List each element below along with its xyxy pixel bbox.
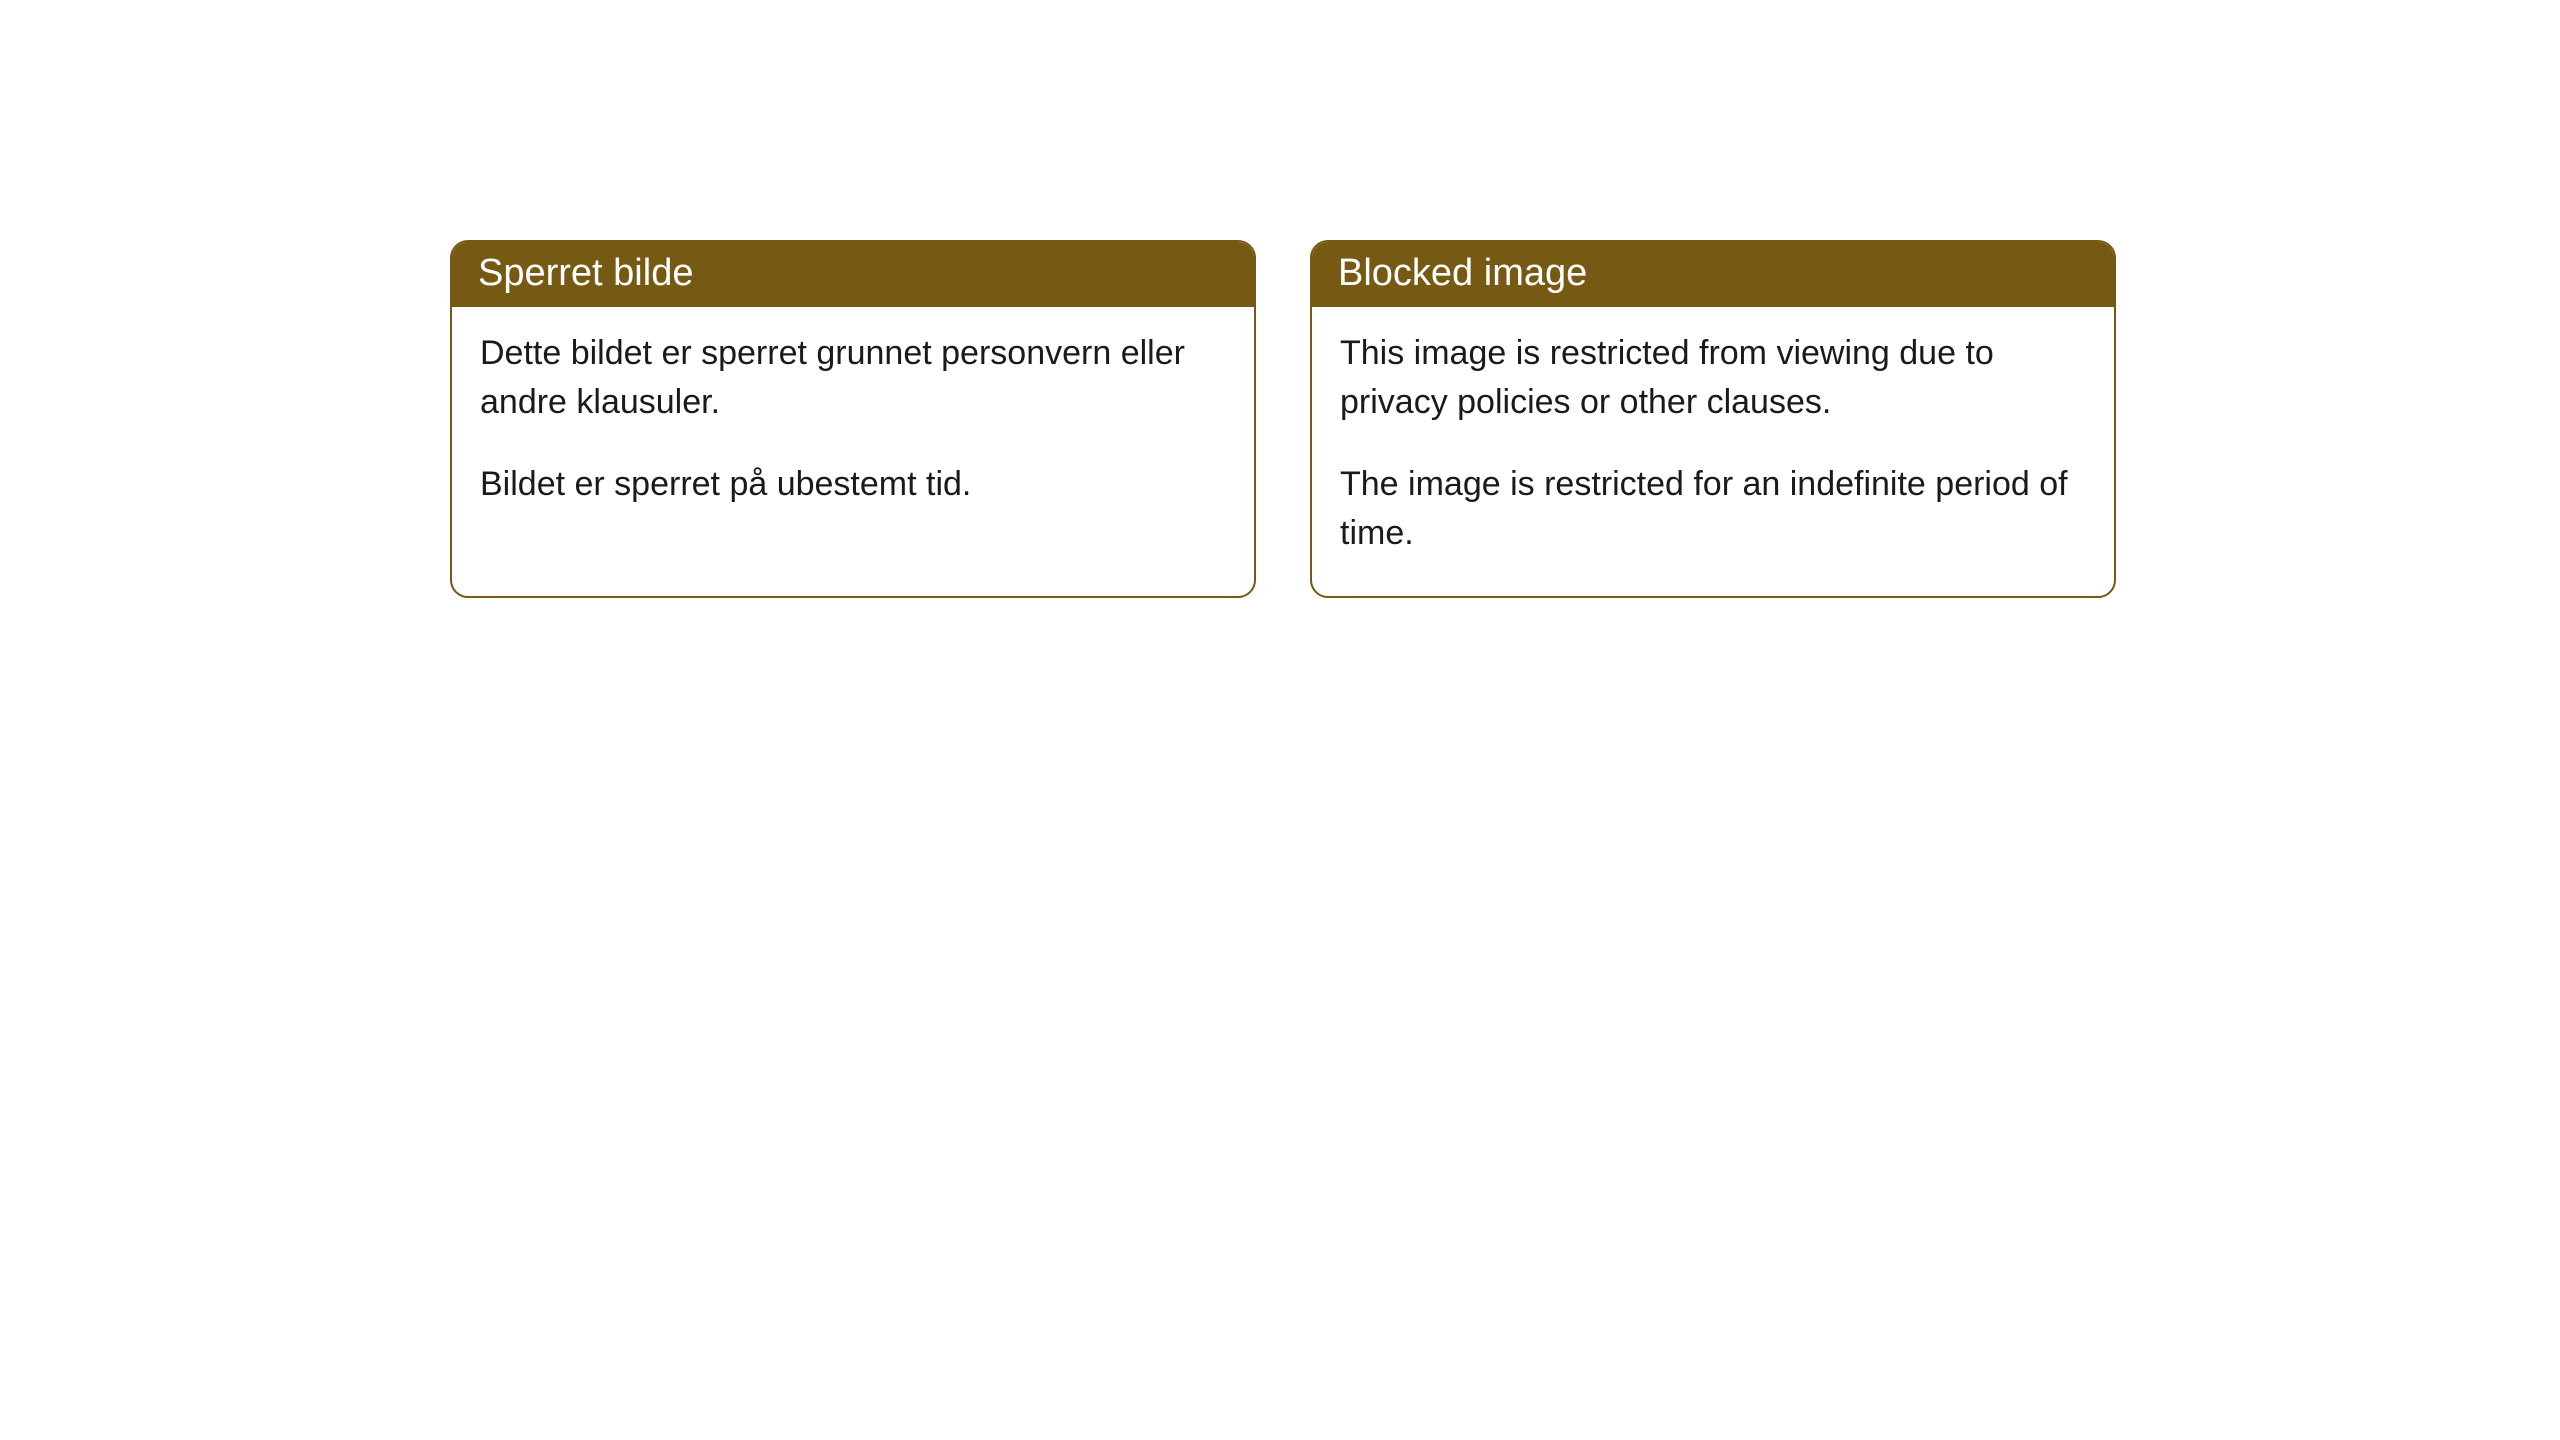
card-para2-en: The image is restricted for an indefinit… xyxy=(1340,460,2086,559)
blocked-image-card-en: Blocked image This image is restricted f… xyxy=(1310,240,2116,598)
card-para1-no: Dette bildet er sperret grunnet personve… xyxy=(480,329,1226,428)
notice-cards-container: Sperret bilde Dette bildet er sperret gr… xyxy=(450,240,2116,598)
blocked-image-card-no: Sperret bilde Dette bildet er sperret gr… xyxy=(450,240,1256,598)
card-header-en: Blocked image xyxy=(1312,242,2114,307)
card-body-en: This image is restricted from viewing du… xyxy=(1312,307,2114,596)
card-header-no: Sperret bilde xyxy=(452,242,1254,307)
card-para1-en: This image is restricted from viewing du… xyxy=(1340,329,2086,428)
card-para2-no: Bildet er sperret på ubestemt tid. xyxy=(480,460,1226,509)
card-body-no: Dette bildet er sperret grunnet personve… xyxy=(452,307,1254,547)
